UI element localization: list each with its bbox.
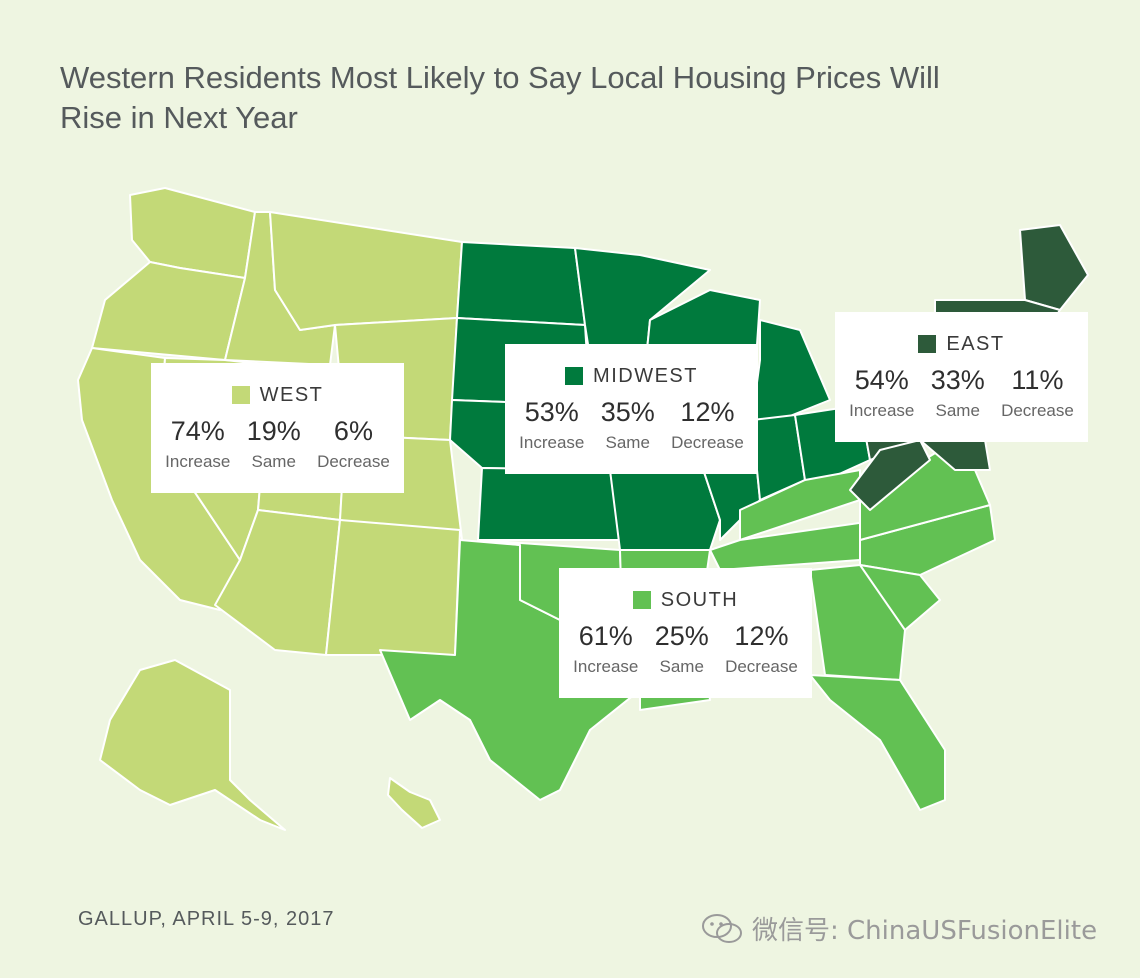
east-stats-box: EAST 54% Increase 33% Same 11% Decrease (835, 312, 1088, 442)
west-stats-box: WEST 74% Increase 19% Same 6% Decrease (151, 363, 404, 493)
watermark: 微信号: ChinaUSFusionElite (700, 910, 1097, 947)
state-montana (269, 211, 463, 331)
midwest-label: MIDWEST (593, 364, 698, 387)
same-label: Same (605, 433, 650, 452)
state-north-dakota (456, 241, 586, 326)
west-swatch (231, 386, 250, 404)
east-swatch (918, 335, 937, 353)
west-increase-value: 74% (170, 416, 225, 446)
south-label: SOUTH (660, 588, 739, 611)
west-same-value: 19% (246, 416, 301, 446)
south-increase-value: 61% (578, 621, 633, 651)
midwest-swatch (565, 367, 584, 385)
midwest-stats-box: MIDWEST 53% Increase 35% Same 12% Decrease (505, 344, 758, 474)
watermark-text: 微信号: ChinaUSFusionElite (752, 916, 1098, 946)
east-same-value: 33% (930, 365, 985, 395)
source-credit: GALLUP, APRIL 5-9, 2017 (78, 908, 335, 930)
south-same-value: 25% (654, 621, 709, 651)
state-michigan (751, 319, 831, 421)
state-new-mexico (325, 519, 461, 656)
west-region (77, 187, 463, 831)
midwest-same-value: 35% (600, 397, 655, 427)
state-west-virginia (849, 439, 931, 511)
south-decrease-value: 12% (734, 621, 789, 651)
south-stats-box: SOUTH 61% Increase 25% Same 12% Decrease (559, 568, 812, 698)
south-swatch (632, 591, 651, 609)
decrease-label: Decrease (725, 657, 798, 676)
state-hawaii (387, 777, 441, 829)
decrease-label: Decrease (671, 433, 744, 452)
increase-label: Increase (849, 401, 915, 420)
west-decrease-value: 6% (333, 416, 373, 446)
wechat-icon (702, 913, 742, 943)
west-label: WEST (259, 383, 324, 406)
decrease-label: Decrease (317, 452, 390, 471)
same-label: Same (935, 401, 980, 420)
increase-label: Increase (165, 452, 231, 471)
state-kansas (477, 467, 621, 541)
east-decrease-value: 11% (1011, 365, 1064, 395)
midwest-increase-value: 53% (524, 397, 579, 427)
state-florida (809, 674, 946, 811)
increase-label: Increase (573, 657, 639, 676)
state-oregon (91, 261, 246, 361)
midwest-decrease-value: 12% (680, 397, 735, 427)
increase-label: Increase (519, 433, 585, 452)
east-label: EAST (946, 332, 1005, 355)
map-title: Western Residents Most Likely to Say Loc… (60, 60, 940, 135)
state-maine (1019, 224, 1089, 311)
state-georgia (809, 564, 906, 681)
state-tennessee (709, 519, 881, 571)
state-alaska (99, 659, 286, 831)
same-label: Same (659, 657, 704, 676)
decrease-label: Decrease (1001, 401, 1074, 420)
east-increase-value: 54% (854, 365, 909, 395)
same-label: Same (251, 452, 296, 471)
